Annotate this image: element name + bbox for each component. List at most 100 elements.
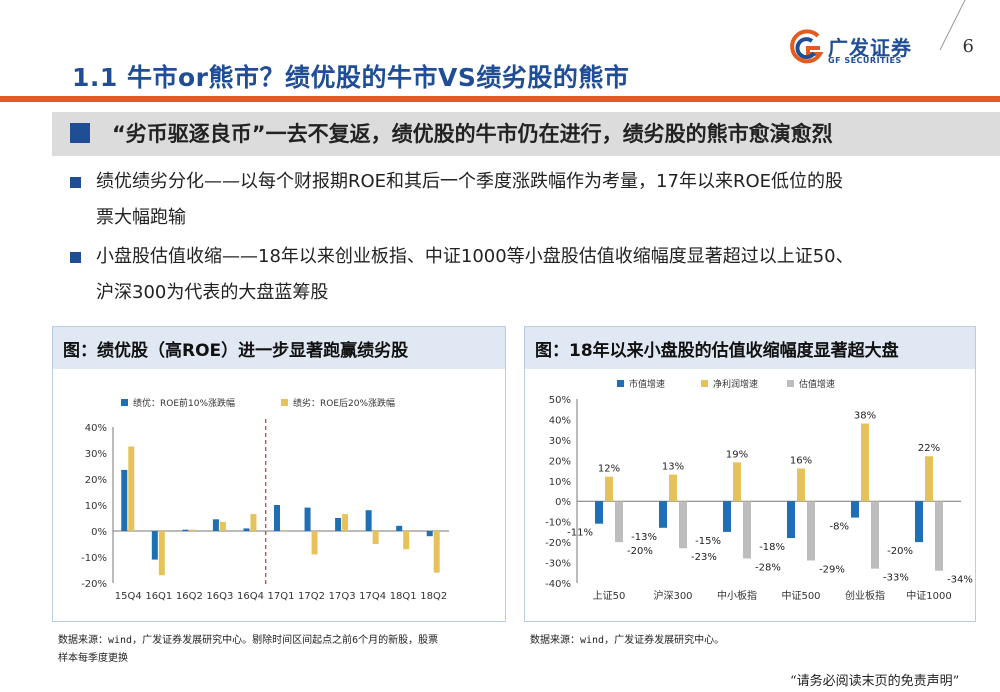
y-tick-label: 50%	[549, 395, 571, 406]
legend-label: 净利润增速	[713, 378, 758, 390]
data-label: 13%	[662, 462, 684, 473]
y-tick-label: 0%	[91, 527, 107, 538]
data-label: -20%	[887, 546, 913, 557]
x-tick-label: 18Q1	[390, 591, 417, 602]
bar	[335, 518, 342, 531]
bar	[182, 529, 189, 531]
left-source-line-2: 样本每季度更换	[58, 653, 128, 664]
left-chart-panel: 图：绩优股（高ROE）进一步显著跑赢绩劣股 绩优：ROE前10%涨跌幅 绩劣：RO…	[52, 326, 506, 622]
data-label: -34%	[947, 575, 973, 586]
valuation-bar-chart: 市值增速 净利润增速 估值增速 50% 40% 30% 20% 10% 0% -10% -20% -3…	[545, 378, 973, 602]
x-tick-label: 17Q1	[268, 591, 295, 602]
y-tick-label: 10%	[549, 477, 571, 488]
x-tick-label: 中证500	[781, 589, 820, 602]
data-label: -23%	[691, 552, 717, 563]
bar	[433, 531, 440, 573]
x-tick-label: 沪深300	[653, 589, 692, 602]
data-label: 19%	[726, 449, 748, 460]
y-tick-label: -20%	[545, 538, 571, 549]
logo-mark-icon	[790, 29, 824, 64]
right-panel-header: 图：18年以来小盘股的估值收缩幅度显著超大盘	[525, 327, 975, 369]
legend-swatch	[787, 380, 794, 387]
bar	[281, 531, 287, 532]
x-tick-label: 上证50	[593, 590, 626, 602]
y-tick-label: -30%	[545, 559, 571, 570]
bar	[605, 476, 613, 502]
bar	[274, 505, 280, 531]
bar	[733, 462, 741, 502]
left-panel-title: 图：绩优股（高ROE）进一步显著跑赢绩劣股	[63, 341, 409, 361]
subtitle-box	[52, 112, 1000, 156]
disclaimer-footer: “请务必阅读末页的免责声明”	[790, 674, 960, 689]
data-label: -13%	[631, 532, 657, 543]
bar	[342, 514, 349, 531]
x-tick-label: 17Q3	[329, 591, 356, 602]
legend-label: 市值增速	[629, 378, 665, 390]
y-tick-label: 20%	[85, 475, 107, 486]
bar	[189, 529, 196, 531]
legend-label: 估值增速	[799, 378, 835, 390]
x-tick-label: 16Q4	[237, 591, 264, 602]
bar	[219, 521, 226, 531]
bar	[935, 501, 943, 571]
bar	[128, 446, 135, 531]
data-label: -33%	[883, 573, 909, 584]
x-tick-label: 创业板指	[845, 589, 885, 602]
title-underline	[0, 96, 1000, 102]
data-label: -15%	[695, 536, 721, 547]
bar	[243, 528, 250, 531]
y-tick-label: 0%	[555, 497, 571, 508]
y-tick-label: -10%	[81, 553, 107, 564]
x-tick-label: 18Q2	[420, 591, 447, 602]
data-label: 12%	[598, 464, 620, 475]
x-tick-label: 16Q2	[176, 591, 203, 602]
bar	[158, 531, 165, 576]
subtitle: “劣币驱逐良币”一去不复返，绩优股的牛市仍在进行，绩劣股的熊市愈演愈烈	[112, 122, 833, 146]
data-label: -28%	[755, 562, 781, 573]
y-tick-label: 40%	[85, 423, 107, 434]
x-tick-label: 15Q4	[115, 591, 142, 602]
bar	[723, 501, 731, 532]
data-label: 16%	[790, 456, 812, 467]
legend-swatch	[617, 380, 624, 387]
data-label: -18%	[759, 542, 785, 553]
bar	[797, 468, 805, 502]
legend-label: 绩劣：ROE后20%涨跌幅	[293, 397, 395, 409]
left-panel-header: 图：绩优股（高ROE）进一步显著跑赢绩劣股	[53, 327, 505, 369]
legend-swatch	[121, 399, 128, 406]
right-chart-panel: 图：18年以来小盘股的估值收缩幅度显著超大盘 市值增速 净利润增速 估值增速 50% 4…	[524, 326, 976, 622]
page-title: 1.1 牛市or熊市？绩优股的牛市VS绩劣股的熊市	[72, 63, 630, 92]
y-tick-label: -10%	[545, 518, 571, 529]
x-tick-label: 中证1000	[906, 589, 951, 602]
bar	[311, 531, 318, 555]
x-tick-label: 16Q1	[145, 591, 172, 602]
bar	[212, 519, 219, 531]
subtitle-square-icon	[70, 123, 90, 143]
logo-text-cn: 广发证券	[828, 36, 912, 60]
bar	[615, 501, 623, 543]
bar	[787, 501, 795, 539]
bar	[807, 501, 815, 561]
x-tick-label: 16Q3	[206, 591, 233, 602]
bar	[250, 514, 257, 531]
brand-logo: 广发证券 GF SECURITIES	[788, 28, 918, 72]
bullet-square-icon	[70, 177, 81, 188]
bar	[304, 507, 311, 531]
bar	[151, 531, 158, 560]
bar	[669, 474, 677, 502]
right-panel-title: 图：18年以来小盘股的估值收缩幅度显著超大盘	[535, 341, 899, 361]
y-tick-label: 40%	[549, 415, 571, 426]
y-tick-label: 30%	[549, 436, 571, 447]
x-tick-label: 中小板指	[717, 589, 757, 602]
bullet-square-icon	[70, 252, 81, 263]
bar	[372, 531, 379, 544]
data-label: -29%	[819, 565, 845, 576]
bullet-2-line-1: 小盘股估值收缩——18年以来创业板指、中证1000等小盘股估值收缩幅度显著超过以…	[96, 246, 854, 267]
roe-bar-chart: 绩优：ROE前10%涨跌幅 绩劣：ROE后20%涨跌幅 40% 30% 20% 10% 0%…	[81, 397, 449, 602]
bar	[679, 501, 687, 549]
data-label: -8%	[830, 522, 849, 533]
data-label: 22%	[918, 443, 940, 454]
bar	[925, 456, 933, 502]
bar	[851, 501, 859, 518]
y-tick-label: -40%	[545, 579, 571, 590]
